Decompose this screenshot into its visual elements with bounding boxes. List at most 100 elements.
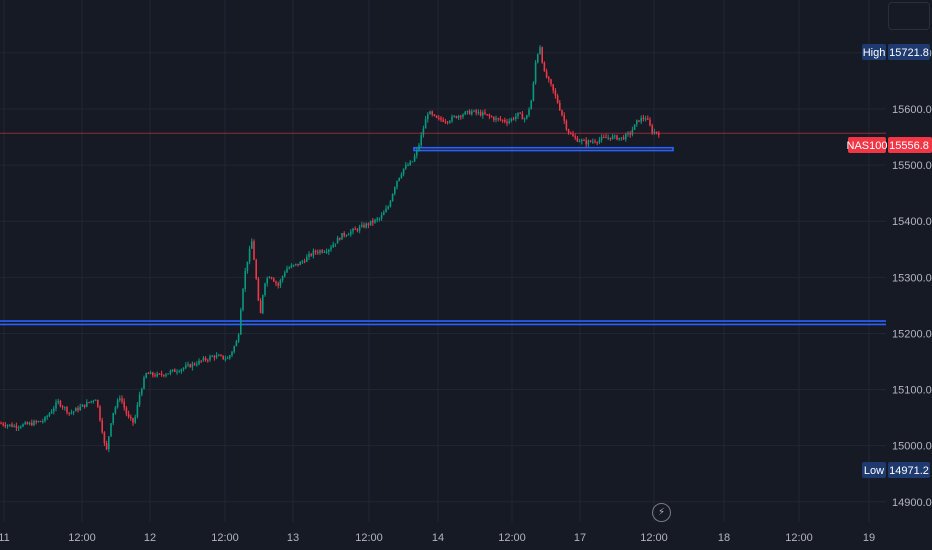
candle-body-up xyxy=(427,114,429,120)
candle-body-down xyxy=(642,117,645,120)
x-tick-label: 12:00 xyxy=(640,532,668,544)
candle-body-down xyxy=(468,110,471,115)
candle-body-up xyxy=(515,116,517,120)
candle-body-down xyxy=(152,372,154,376)
candle-body-up xyxy=(369,220,372,225)
x-tick-label: 11 xyxy=(0,532,10,544)
candle-body-down xyxy=(4,425,7,427)
x-tick-label: 18 xyxy=(718,532,730,544)
candle-body-up xyxy=(70,412,73,414)
drawn-levels[interactable] xyxy=(0,146,886,326)
candle-body-up xyxy=(449,121,451,123)
candle-body-down xyxy=(61,406,64,408)
candle-body-up xyxy=(347,234,350,236)
candle-body-up xyxy=(330,247,332,250)
candle-body-up xyxy=(473,110,475,112)
candle-body-down xyxy=(154,375,156,377)
candle-body-up xyxy=(308,253,310,257)
candle-body-up xyxy=(398,177,400,181)
candle-body-down xyxy=(658,133,660,136)
candle-body-up xyxy=(119,398,121,401)
candle-body-down xyxy=(66,407,68,413)
candle-body-up xyxy=(592,141,594,143)
candle-body-down xyxy=(356,229,359,231)
candle-body-down xyxy=(609,137,612,140)
candle-body-down xyxy=(570,133,572,135)
candle-body-up xyxy=(640,117,642,122)
candle-body-down xyxy=(616,135,618,140)
candle-body-down xyxy=(158,373,161,375)
candle-body-down xyxy=(363,224,365,228)
candle-body-down xyxy=(0,423,2,425)
candle-body-up xyxy=(138,394,141,405)
candle-body-down xyxy=(499,118,502,120)
candle-body-up xyxy=(453,116,455,118)
candle-body-up xyxy=(169,370,172,374)
lightning-icon[interactable]: ⚡ xyxy=(652,503,671,522)
candle-body-down xyxy=(77,408,79,411)
candle-body-up xyxy=(385,208,387,213)
candle-body-down xyxy=(277,283,279,286)
candle-body-up xyxy=(290,265,293,268)
candle-body-up xyxy=(180,369,183,372)
candle-body-up xyxy=(376,218,378,220)
candle-body-up xyxy=(237,334,240,342)
candle-body-up xyxy=(508,120,510,123)
candle-body-down xyxy=(105,442,108,450)
candle-body-up xyxy=(185,365,187,368)
candle-body-down xyxy=(297,263,299,266)
candle-body-down xyxy=(257,278,260,301)
low-label: Low xyxy=(864,465,884,477)
candle-body-up xyxy=(633,124,636,130)
candle-body-up xyxy=(378,218,381,220)
candle-body-up xyxy=(262,295,264,314)
candle-body-up xyxy=(24,422,26,425)
candle-body-up xyxy=(581,140,583,142)
settings-corner-button[interactable] xyxy=(888,2,930,30)
candle-body-down xyxy=(200,360,202,362)
candle-body-up xyxy=(380,215,383,219)
candle-body-up xyxy=(341,233,343,240)
candle-body-down xyxy=(490,116,493,118)
price-axis[interactable]: 15700.015600.015500.015400.015300.015200… xyxy=(892,48,932,509)
candle-body-down xyxy=(121,398,123,402)
candle-body-up xyxy=(264,283,266,296)
support-zone-box[interactable] xyxy=(413,146,674,152)
candle-body-down xyxy=(460,115,462,117)
candle-body-down xyxy=(26,422,29,425)
candle-body-up xyxy=(226,358,229,360)
candle-body-down xyxy=(354,228,356,230)
candle-body-down xyxy=(310,253,312,256)
candle-body-up xyxy=(526,115,528,119)
candle-body-down xyxy=(163,374,165,376)
candle-body-up xyxy=(196,364,198,366)
candle-body-down xyxy=(576,138,579,142)
candle-body-up xyxy=(405,165,407,169)
candle-body-up xyxy=(374,219,376,223)
candle-body-down xyxy=(638,120,640,122)
candle-body-up xyxy=(20,426,22,428)
high-value: 15721.8 xyxy=(889,47,929,59)
candle-body-up xyxy=(539,47,541,55)
candle-body-up xyxy=(301,261,304,263)
candle-body-up xyxy=(94,399,97,401)
candle-body-down xyxy=(594,141,596,143)
candle-body-up xyxy=(114,407,117,413)
candle-body-down xyxy=(497,118,499,120)
candle-body-up xyxy=(464,111,466,115)
candle-body-down xyxy=(101,420,103,433)
candle-body-up xyxy=(116,400,119,408)
candle-body-down xyxy=(550,79,552,85)
candle-body-up xyxy=(325,251,328,253)
last-price-tag: NAS100 15556.8 xyxy=(847,137,932,153)
candle-body-up xyxy=(429,111,431,115)
time-axis[interactable]: 11 12:00 12 12:00 13 12:00 14 12:00 17 12:00 18 12:… xyxy=(0,532,875,544)
x-tick-label: 12:00 xyxy=(68,532,96,544)
x-tick-label: 12:00 xyxy=(355,532,383,544)
candle-body-up xyxy=(44,417,46,422)
candle-body-up xyxy=(28,422,31,425)
symbol-label: NAS100 xyxy=(847,140,888,152)
candle-body-down xyxy=(314,250,317,253)
